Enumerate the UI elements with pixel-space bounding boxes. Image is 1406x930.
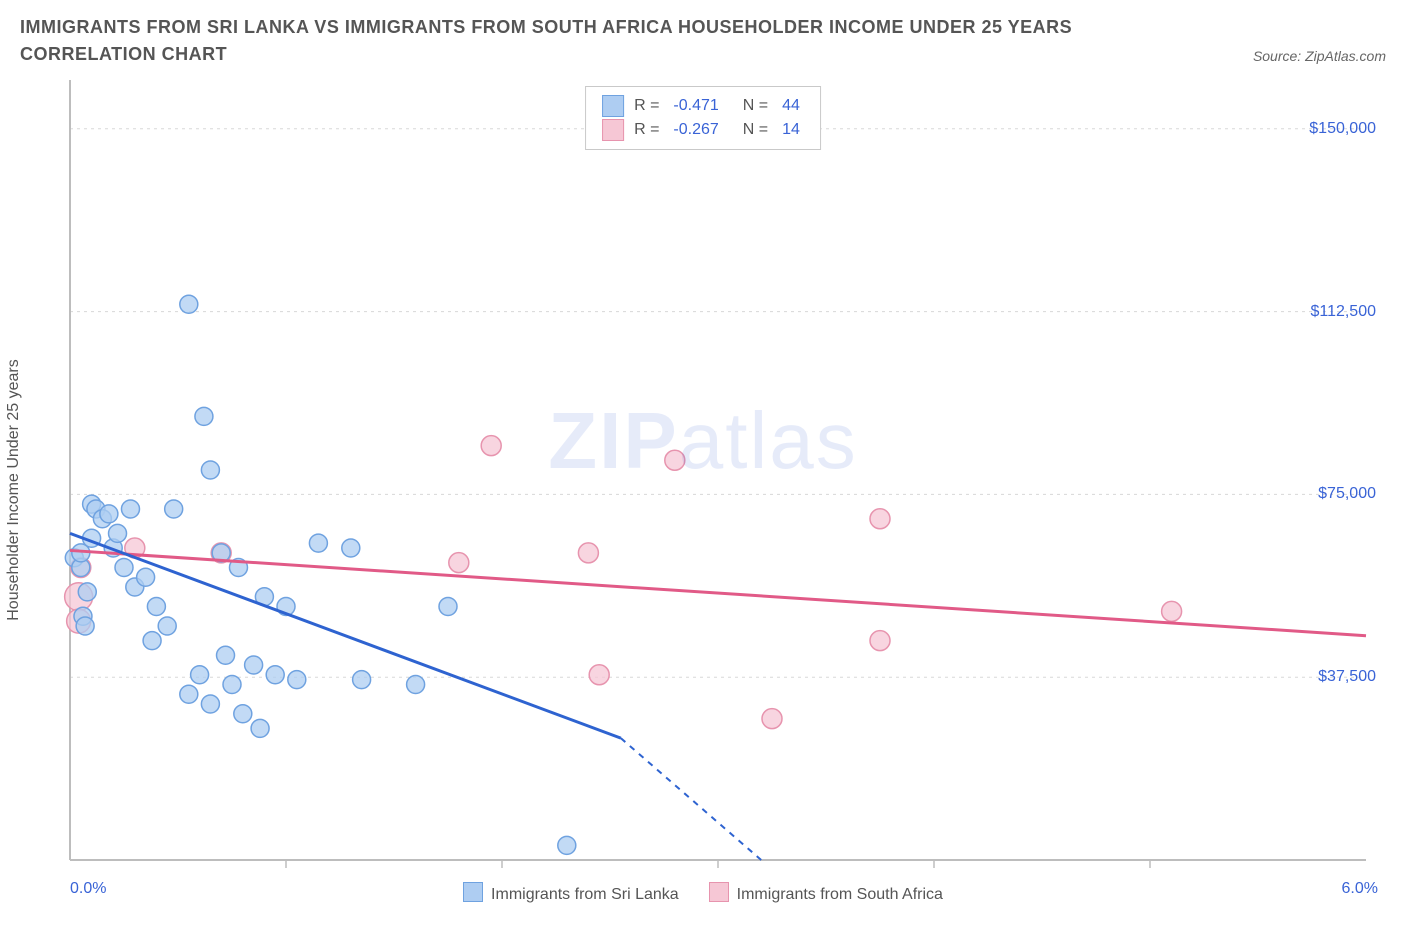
legend-r-value-a: -0.471: [673, 97, 718, 115]
legend-r-label-b: R =: [634, 121, 659, 139]
legend-swatch-b: [709, 882, 729, 902]
legend-label-a: Immigrants from Sri Lanka: [491, 886, 679, 903]
chart-title: IMMIGRANTS FROM SRI LANKA VS IMMIGRANTS …: [20, 14, 1120, 68]
legend-row-series-b: R = -0.267 N = 14: [602, 119, 804, 141]
legend-swatch-series-b: [602, 119, 624, 141]
chart-area: Householder Income Under 25 years ZIPatl…: [20, 80, 1386, 900]
correlation-legend: R = -0.471 N = 44 R = -0.267 N = 14: [585, 86, 821, 150]
y-tick-label: $150,000: [1309, 120, 1376, 138]
legend-r-label-a: R =: [634, 97, 659, 115]
y-tick-label: $112,500: [1310, 303, 1376, 321]
source-label: Source: ZipAtlas.com: [1253, 48, 1386, 68]
header-row: IMMIGRANTS FROM SRI LANKA VS IMMIGRANTS …: [0, 0, 1406, 68]
legend-swatch-a: [463, 882, 483, 902]
legend-item-series-a: Immigrants from Sri Lanka: [463, 882, 679, 904]
legend-row-series-a: R = -0.471 N = 44: [602, 95, 804, 117]
series-legend: Immigrants from Sri Lanka Immigrants fro…: [20, 882, 1386, 904]
y-tick-label: $37,500: [1318, 668, 1376, 686]
legend-item-series-b: Immigrants from South Africa: [709, 882, 943, 904]
y-tick-label: $75,000: [1318, 485, 1376, 503]
scatter-plot-svg: [20, 80, 1386, 900]
legend-r-value-b: -0.267: [673, 121, 718, 139]
y-axis-label: Householder Income Under 25 years: [5, 359, 23, 620]
legend-n-label-b: N =: [743, 121, 768, 139]
legend-swatch-series-a: [602, 95, 624, 117]
legend-n-label-a: N =: [743, 97, 768, 115]
legend-n-value-b: 14: [782, 121, 800, 139]
legend-n-value-a: 44: [782, 97, 800, 115]
legend-label-b: Immigrants from South Africa: [737, 886, 943, 903]
